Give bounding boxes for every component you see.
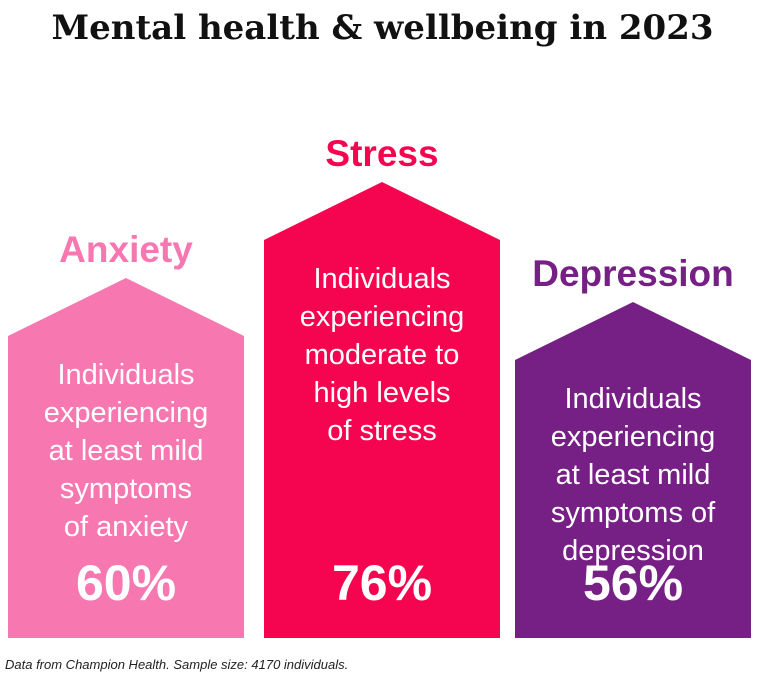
description-line-anxiety: at least mild	[49, 435, 204, 467]
description-line-stress: of stress	[327, 415, 437, 447]
category-label-anxiety: Anxiety	[59, 229, 193, 270]
bar-stress	[264, 182, 500, 638]
description-line-stress: moderate to	[305, 339, 460, 371]
category-label-stress: Stress	[325, 133, 438, 174]
description-line-depression: experiencing	[551, 421, 715, 453]
bar-depression	[515, 302, 751, 638]
description-line-depression: at least mild	[556, 459, 711, 491]
value-label-stress: 76%	[332, 555, 432, 611]
category-label-depression: Depression	[532, 253, 734, 294]
value-label-depression: 56%	[583, 555, 683, 611]
description-line-depression: depression	[562, 535, 704, 567]
description-line-anxiety: Individuals	[57, 359, 194, 391]
chart-title: Mental health & wellbeing in 2023	[51, 8, 714, 48]
description-line-anxiety: symptoms	[60, 473, 192, 505]
bar-anxiety	[8, 278, 244, 638]
description-line-stress: experiencing	[300, 301, 464, 333]
description-line-depression: Individuals	[564, 383, 701, 415]
source-note: Data from Champion Health. Sample size: …	[5, 657, 349, 672]
description-line-anxiety: of anxiety	[64, 511, 189, 543]
description-line-depression: symptoms of	[551, 497, 716, 529]
description-line-stress: high levels	[313, 377, 450, 409]
description-line-stress: Individuals	[313, 263, 450, 295]
value-label-anxiety: 60%	[76, 555, 176, 611]
description-line-anxiety: experiencing	[44, 397, 208, 429]
